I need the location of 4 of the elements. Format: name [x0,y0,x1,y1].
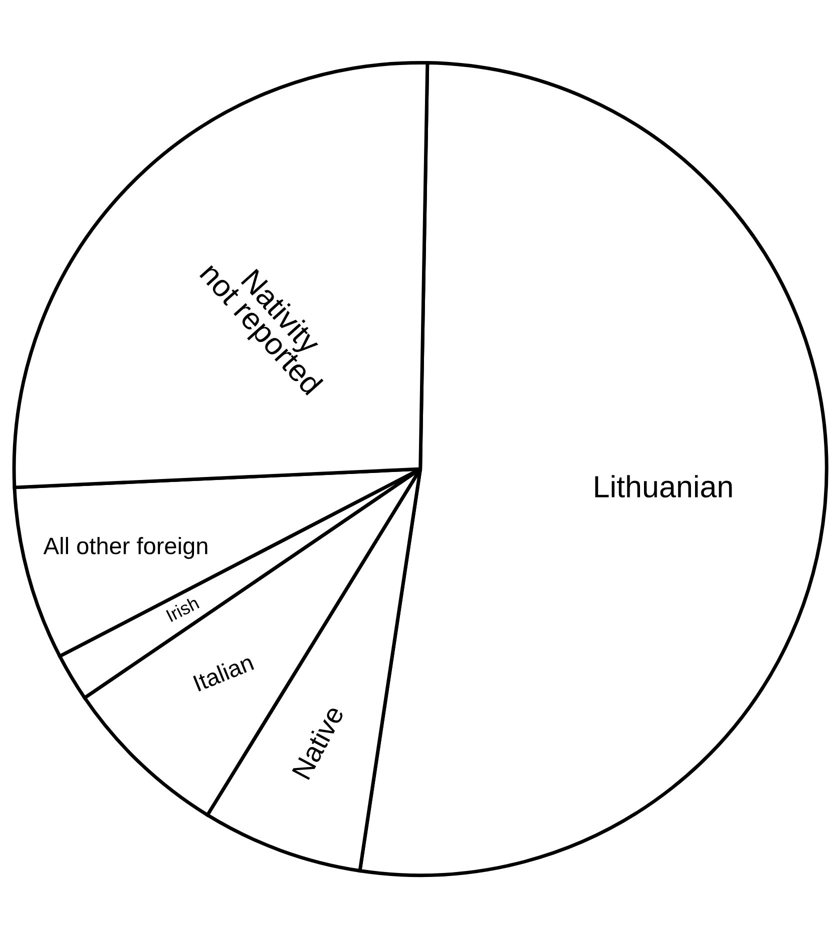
slice-label: Lithuanian [595,475,732,498]
slice-label: Italian [192,653,254,692]
slice-label: Irish [166,596,200,622]
slice-label: All other foreign [43,536,208,559]
